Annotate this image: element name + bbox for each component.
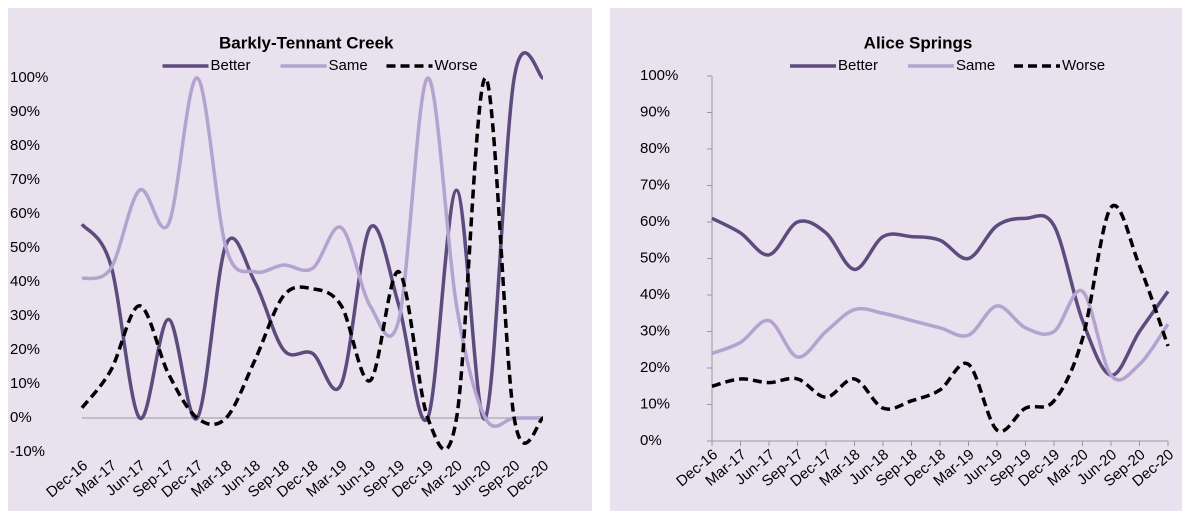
- y-tick-label: 100%: [10, 69, 48, 86]
- y-tick-label: 10%: [10, 375, 40, 392]
- y-tick-label: 60%: [10, 205, 40, 222]
- series-line: [711, 213, 1170, 378]
- series-line: [711, 203, 1170, 434]
- y-tick-label: 60%: [640, 213, 670, 230]
- chart-title: Barkly-Tennant Creek: [219, 33, 394, 52]
- y-tick-label: 30%: [10, 307, 40, 324]
- y-tick-label: 90%: [10, 103, 40, 120]
- y-tick-label: 70%: [10, 171, 40, 188]
- y-tick-label: 40%: [10, 273, 40, 290]
- series-line: [80, 76, 545, 451]
- y-tick-label: 40%: [640, 286, 670, 303]
- y-tick-label: 20%: [640, 359, 670, 376]
- y-tick-label: 50%: [640, 249, 670, 266]
- panel: [8, 8, 592, 511]
- legend-label: Better: [838, 57, 878, 74]
- legend-label: Better: [211, 57, 251, 74]
- legend-label: Worse: [435, 57, 478, 74]
- y-tick-label: 100%: [640, 67, 678, 84]
- y-tick-label: 30%: [640, 322, 670, 339]
- y-tick-label: 50%: [10, 239, 40, 256]
- chart-title: Alice Springs: [864, 33, 973, 52]
- series-line: [81, 76, 543, 428]
- y-tick-label: -10%: [10, 443, 45, 460]
- y-tick-label: 0%: [640, 432, 662, 449]
- legend-label: Same: [329, 57, 368, 74]
- legend-label: Same: [956, 57, 995, 74]
- y-tick-label: 80%: [10, 137, 40, 154]
- y-tick-label: 0%: [10, 409, 32, 426]
- series-line: [711, 288, 1170, 382]
- y-tick-label: 70%: [640, 176, 670, 193]
- legend-label: Worse: [1062, 57, 1105, 74]
- y-tick-label: 20%: [10, 341, 40, 358]
- y-tick-label: 10%: [640, 395, 670, 412]
- panel: [610, 8, 1182, 511]
- y-tick-label: 90%: [640, 103, 670, 120]
- y-tick-label: 80%: [640, 140, 670, 157]
